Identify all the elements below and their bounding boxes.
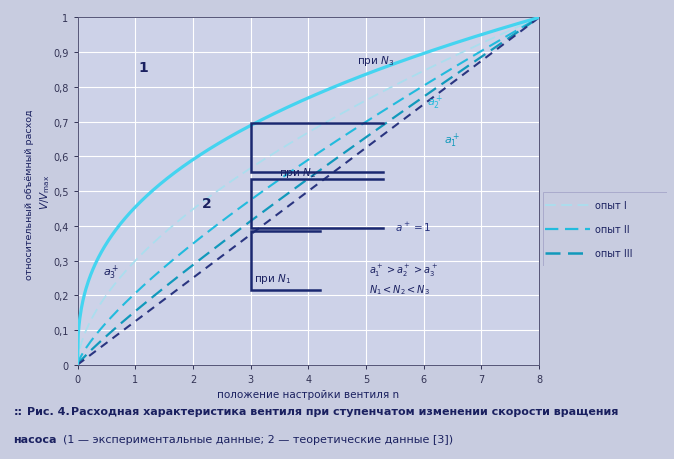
Text: $V/V_\mathrm{max}$: $V/V_\mathrm{max}$ [38, 174, 52, 209]
Text: 1: 1 [138, 61, 148, 75]
Text: опыт I: опыт I [595, 201, 627, 211]
Text: насоса: насоса [13, 434, 57, 444]
Text: относительный объёмный расход: относительный объёмный расход [24, 104, 34, 280]
Text: опыт II: опыт II [595, 224, 630, 235]
Text: $a_1^+$: $a_1^+$ [444, 132, 460, 150]
Text: $a_1^+ > a_2^+ > a_3^+$: $a_1^+ > a_2^+ > a_3^+$ [369, 262, 438, 278]
Text: $a_2^+$: $a_2^+$ [427, 94, 443, 112]
X-axis label: положение настройки вентиля n: положение настройки вентиля n [217, 389, 400, 399]
Text: при $N_3$: при $N_3$ [357, 53, 395, 67]
Text: опыт III: опыт III [595, 248, 632, 258]
Text: при $N_2$: при $N_2$ [280, 166, 317, 180]
Text: $a_3^+$: $a_3^+$ [104, 263, 120, 281]
Text: Расходная характеристика вентиля при ступенчатом изменении скорости вращения: Расходная характеристика вентиля при сту… [71, 406, 618, 416]
Text: при $N_1$: при $N_1$ [253, 272, 290, 285]
Text: Рис. 4.: Рис. 4. [27, 406, 69, 416]
Text: $N_1 < N_2 < N_3$: $N_1 < N_2 < N_3$ [369, 282, 430, 296]
Text: (1 — экспериментальные данные; 2 — теоретические данные [3]): (1 — экспериментальные данные; 2 — теоре… [63, 434, 453, 444]
Text: ::: :: [13, 406, 22, 416]
Text: 2: 2 [202, 196, 212, 210]
Text: $a^+ = 1$: $a^+ = 1$ [395, 220, 431, 234]
